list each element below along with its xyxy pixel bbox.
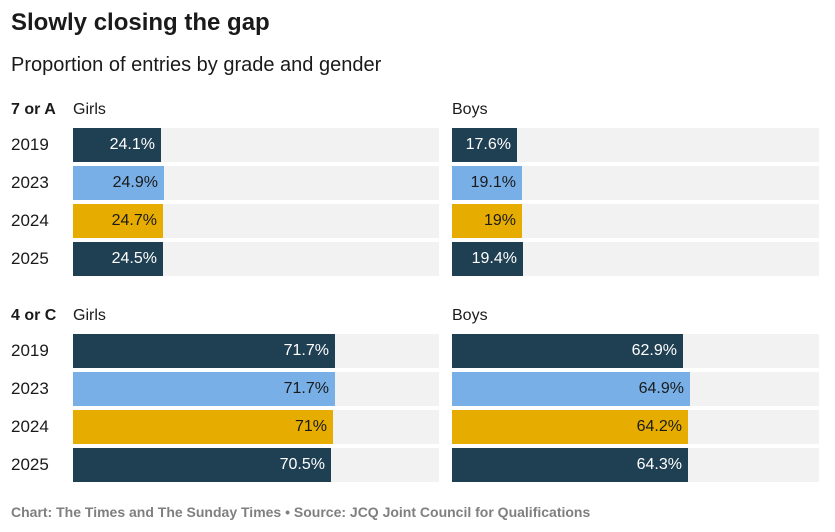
- bar-girls-2025: [73, 448, 331, 482]
- bar-track: 24.5%: [73, 242, 439, 276]
- bar-track: 71.7%: [73, 334, 439, 368]
- bar-value-label: 64.3%: [636, 456, 682, 473]
- bar-girls-2024: [73, 410, 333, 444]
- bar-girls-2025: [73, 242, 163, 276]
- bar-track: 19%: [452, 204, 819, 238]
- bar-value-label: 17.6%: [465, 136, 511, 153]
- bar-track: 64.2%: [452, 410, 819, 444]
- year-label: 2023: [11, 379, 49, 398]
- bar-value-label: 62.9%: [631, 342, 677, 359]
- year-label: 2024: [11, 417, 49, 436]
- series-label-girls: Girls: [73, 307, 106, 324]
- bar-girls-2019: [73, 128, 161, 162]
- chart-title: Slowly closing the gap: [11, 9, 270, 36]
- bar-value-label: 19.1%: [470, 174, 516, 191]
- bar-track: 71.7%: [73, 372, 439, 406]
- bar-value-label: 24.5%: [111, 250, 157, 267]
- year-label: 2024: [11, 211, 49, 230]
- bar-boys-2025: [452, 242, 523, 276]
- bar-value-label: 24.7%: [111, 212, 157, 229]
- year-label: 2019: [11, 135, 49, 154]
- bar-track: 62.9%: [452, 334, 819, 368]
- bar-track: 19.1%: [452, 166, 819, 200]
- bar-girls-2023: [73, 372, 335, 406]
- bar-value-label: 71%: [294, 418, 327, 435]
- bar-value-label: 24.9%: [112, 174, 158, 191]
- bar-track: 70.5%: [73, 448, 439, 482]
- bar-value-label: 64.9%: [638, 380, 684, 397]
- bar-track: 17.6%: [452, 128, 819, 162]
- bar-value-label: 24.1%: [109, 136, 155, 153]
- bar-track: 24.7%: [73, 204, 439, 238]
- bar-value-label: 64.2%: [636, 418, 682, 435]
- bar-value-label: 71.7%: [283, 342, 329, 359]
- series-label-boys: Boys: [452, 307, 488, 324]
- bar-track: 24.1%: [73, 128, 439, 162]
- bar-boys-2019: [452, 334, 683, 368]
- bar-girls-2024: [73, 204, 163, 238]
- bar-boys-2024: [452, 410, 688, 444]
- year-label: 2025: [11, 249, 49, 268]
- bar-girls-2019: [73, 334, 335, 368]
- series-label-girls: Girls: [73, 101, 106, 118]
- year-label: 2019: [11, 341, 49, 360]
- bar-value-label: 19.4%: [471, 250, 517, 267]
- chart-footer: Chart: The Times and The Sunday Times • …: [11, 504, 591, 520]
- series-label-boys: Boys: [452, 101, 488, 118]
- bar-track: 19.4%: [452, 242, 819, 276]
- bar-boys-2025: [452, 448, 688, 482]
- year-label: 2023: [11, 173, 49, 192]
- bar-girls-2023: [73, 166, 164, 200]
- bar-boys-2024: [452, 204, 522, 238]
- bar-track: 24.9%: [73, 166, 439, 200]
- year-label: 2025: [11, 455, 49, 474]
- bar-track: 71%: [73, 410, 439, 444]
- group-label: 7 or A: [11, 101, 56, 118]
- bar-boys-2019: [452, 128, 517, 162]
- bar-value-label: 19%: [483, 212, 516, 229]
- bar-value-label: 70.5%: [279, 456, 325, 473]
- bar-track: 64.9%: [452, 372, 819, 406]
- group-label: 4 or C: [11, 307, 57, 324]
- bar-boys-2023: [452, 372, 690, 406]
- chart-subtitle: Proportion of entries by grade and gende…: [11, 54, 382, 76]
- bar-value-label: 71.7%: [283, 380, 329, 397]
- bar-track: 64.3%: [452, 448, 819, 482]
- bar-boys-2023: [452, 166, 522, 200]
